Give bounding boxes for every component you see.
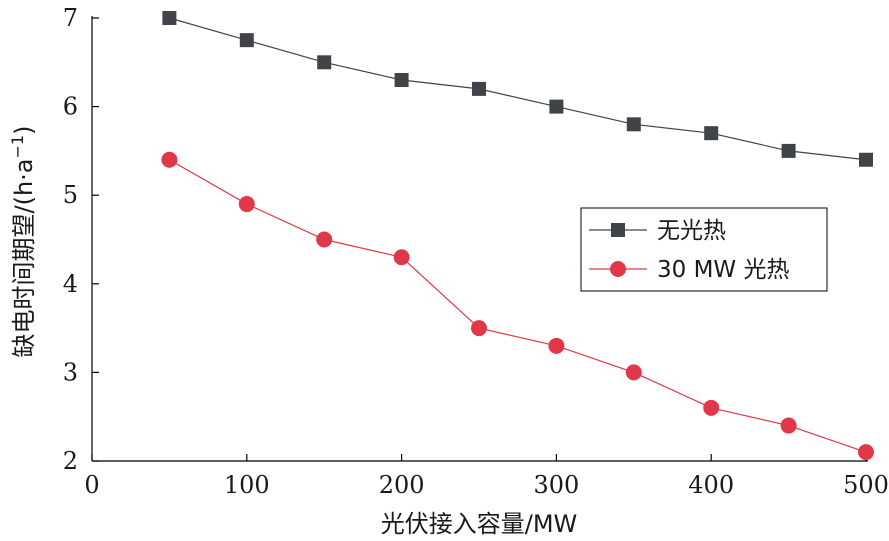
data-point (548, 337, 565, 354)
data-point (394, 73, 409, 88)
x-axis-title: 光伏接入容量/MW (381, 510, 578, 538)
x-tick-label: 200 (379, 471, 425, 499)
data-point (704, 126, 719, 141)
x-ticks: 0 100 200 300 400 500 (84, 454, 889, 499)
legend-box (580, 207, 828, 292)
data-point (161, 151, 178, 168)
x-tick-label: 300 (533, 471, 579, 499)
axes (91, 16, 868, 462)
x-tick-label: 400 (688, 471, 734, 499)
data-point (780, 417, 797, 434)
y-axis-title-superscript: −1 (8, 135, 27, 159)
legend-label: 无光热 (657, 218, 726, 244)
y-axis-title: 缺电时间期望/(h·a−1) (8, 126, 38, 358)
legend-marker-square (611, 223, 625, 237)
data-point (471, 320, 487, 337)
data-point (317, 55, 332, 70)
x-tick-label: 0 (84, 471, 99, 499)
x-tick-label: 100 (224, 471, 270, 499)
legend-label: 30 MW 光热 (657, 257, 789, 283)
series-line-1 (169, 17, 867, 161)
y-axis-title-main: 缺电时间期望/(h·a (10, 158, 38, 357)
legend: 无光热 30 MW 光热 (580, 207, 828, 292)
y-tick-label: 6 (63, 93, 78, 121)
y-tick-label: 2 (63, 447, 78, 475)
y-axis-title-close: ) (10, 126, 38, 135)
series-line-2 (169, 159, 867, 453)
y-tick-label: 7 (63, 4, 78, 32)
y-tick-label: 5 (63, 181, 78, 209)
data-point (162, 11, 177, 25)
data-point (625, 364, 642, 381)
x-tick-label: 500 (843, 471, 889, 499)
y-tick-label: 4 (63, 270, 78, 298)
data-point (472, 81, 486, 96)
data-point (858, 444, 874, 461)
data-point (549, 99, 564, 114)
data-point (239, 33, 254, 48)
legend-marker-circle (610, 261, 626, 277)
data-point (238, 196, 255, 213)
data-point (393, 249, 410, 266)
data-point (859, 152, 873, 167)
data-point (626, 117, 641, 132)
y-ticks: 2 3 4 5 6 7 (63, 4, 99, 475)
y-tick-label: 3 (63, 358, 78, 386)
data-point (316, 231, 333, 248)
data-point (781, 143, 796, 158)
series-layer (161, 11, 874, 461)
data-point (703, 399, 720, 416)
